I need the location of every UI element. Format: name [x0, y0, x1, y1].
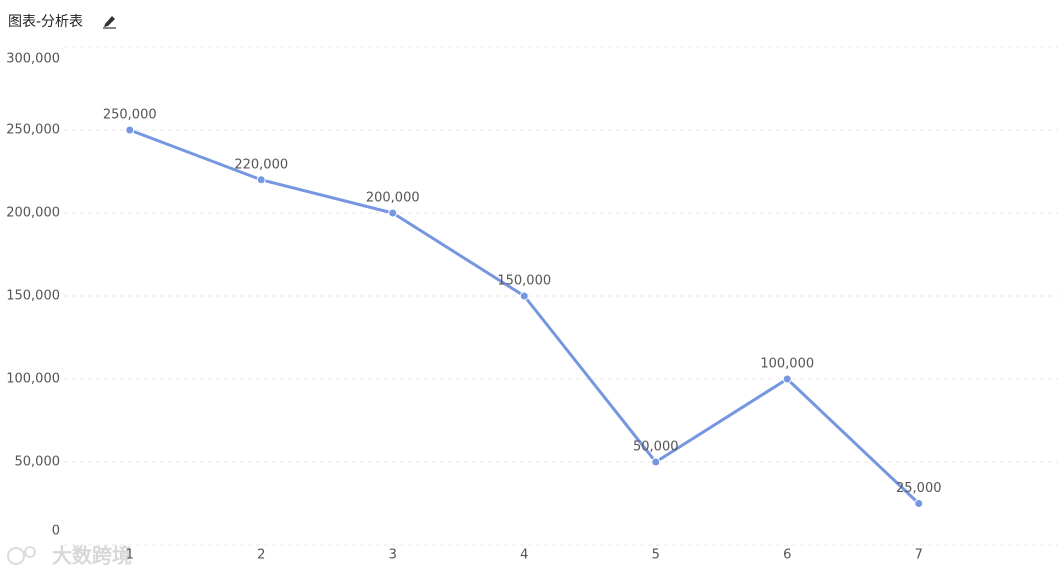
line: [129, 128, 920, 505]
x-tick-label: 4: [520, 548, 528, 563]
x-tick-label: 7: [915, 548, 923, 563]
watermark-logo: [7, 546, 36, 565]
point: [914, 499, 924, 508]
point: [388, 208, 398, 218]
x-tick-label: 3: [389, 548, 397, 563]
point: [782, 374, 792, 384]
data-label: 220,000: [234, 157, 288, 172]
point: [651, 457, 661, 467]
edit-icon[interactable]: [103, 16, 116, 29]
point: [125, 125, 135, 135]
y-tick-label: 50,000: [15, 455, 61, 470]
data-label: 100,000: [760, 357, 814, 372]
data-label: 200,000: [366, 191, 420, 206]
y-tick-label: 0: [52, 524, 60, 539]
x-tick-label: 1: [126, 548, 134, 563]
y-tick-label: 250,000: [6, 123, 60, 138]
x-tick-label: 5: [652, 548, 660, 563]
y-tick-label: 300,000: [6, 52, 60, 67]
chart-title: 图表-分析表: [8, 14, 83, 30]
y-tick-label: 100,000: [6, 372, 60, 387]
point: [519, 291, 529, 301]
x-tick-label: 6: [783, 548, 791, 563]
data-label: 150,000: [497, 274, 551, 289]
y-tick-label: 150,000: [6, 289, 60, 304]
data-label: 25,000: [896, 481, 942, 496]
point: [256, 175, 266, 185]
watermark: 大数跨境: [52, 544, 132, 568]
x-tick-label: 2: [257, 548, 265, 563]
data-label: 50,000: [633, 440, 679, 455]
y-tick-label: 200,000: [6, 206, 60, 221]
data-label: 250,000: [103, 108, 157, 123]
